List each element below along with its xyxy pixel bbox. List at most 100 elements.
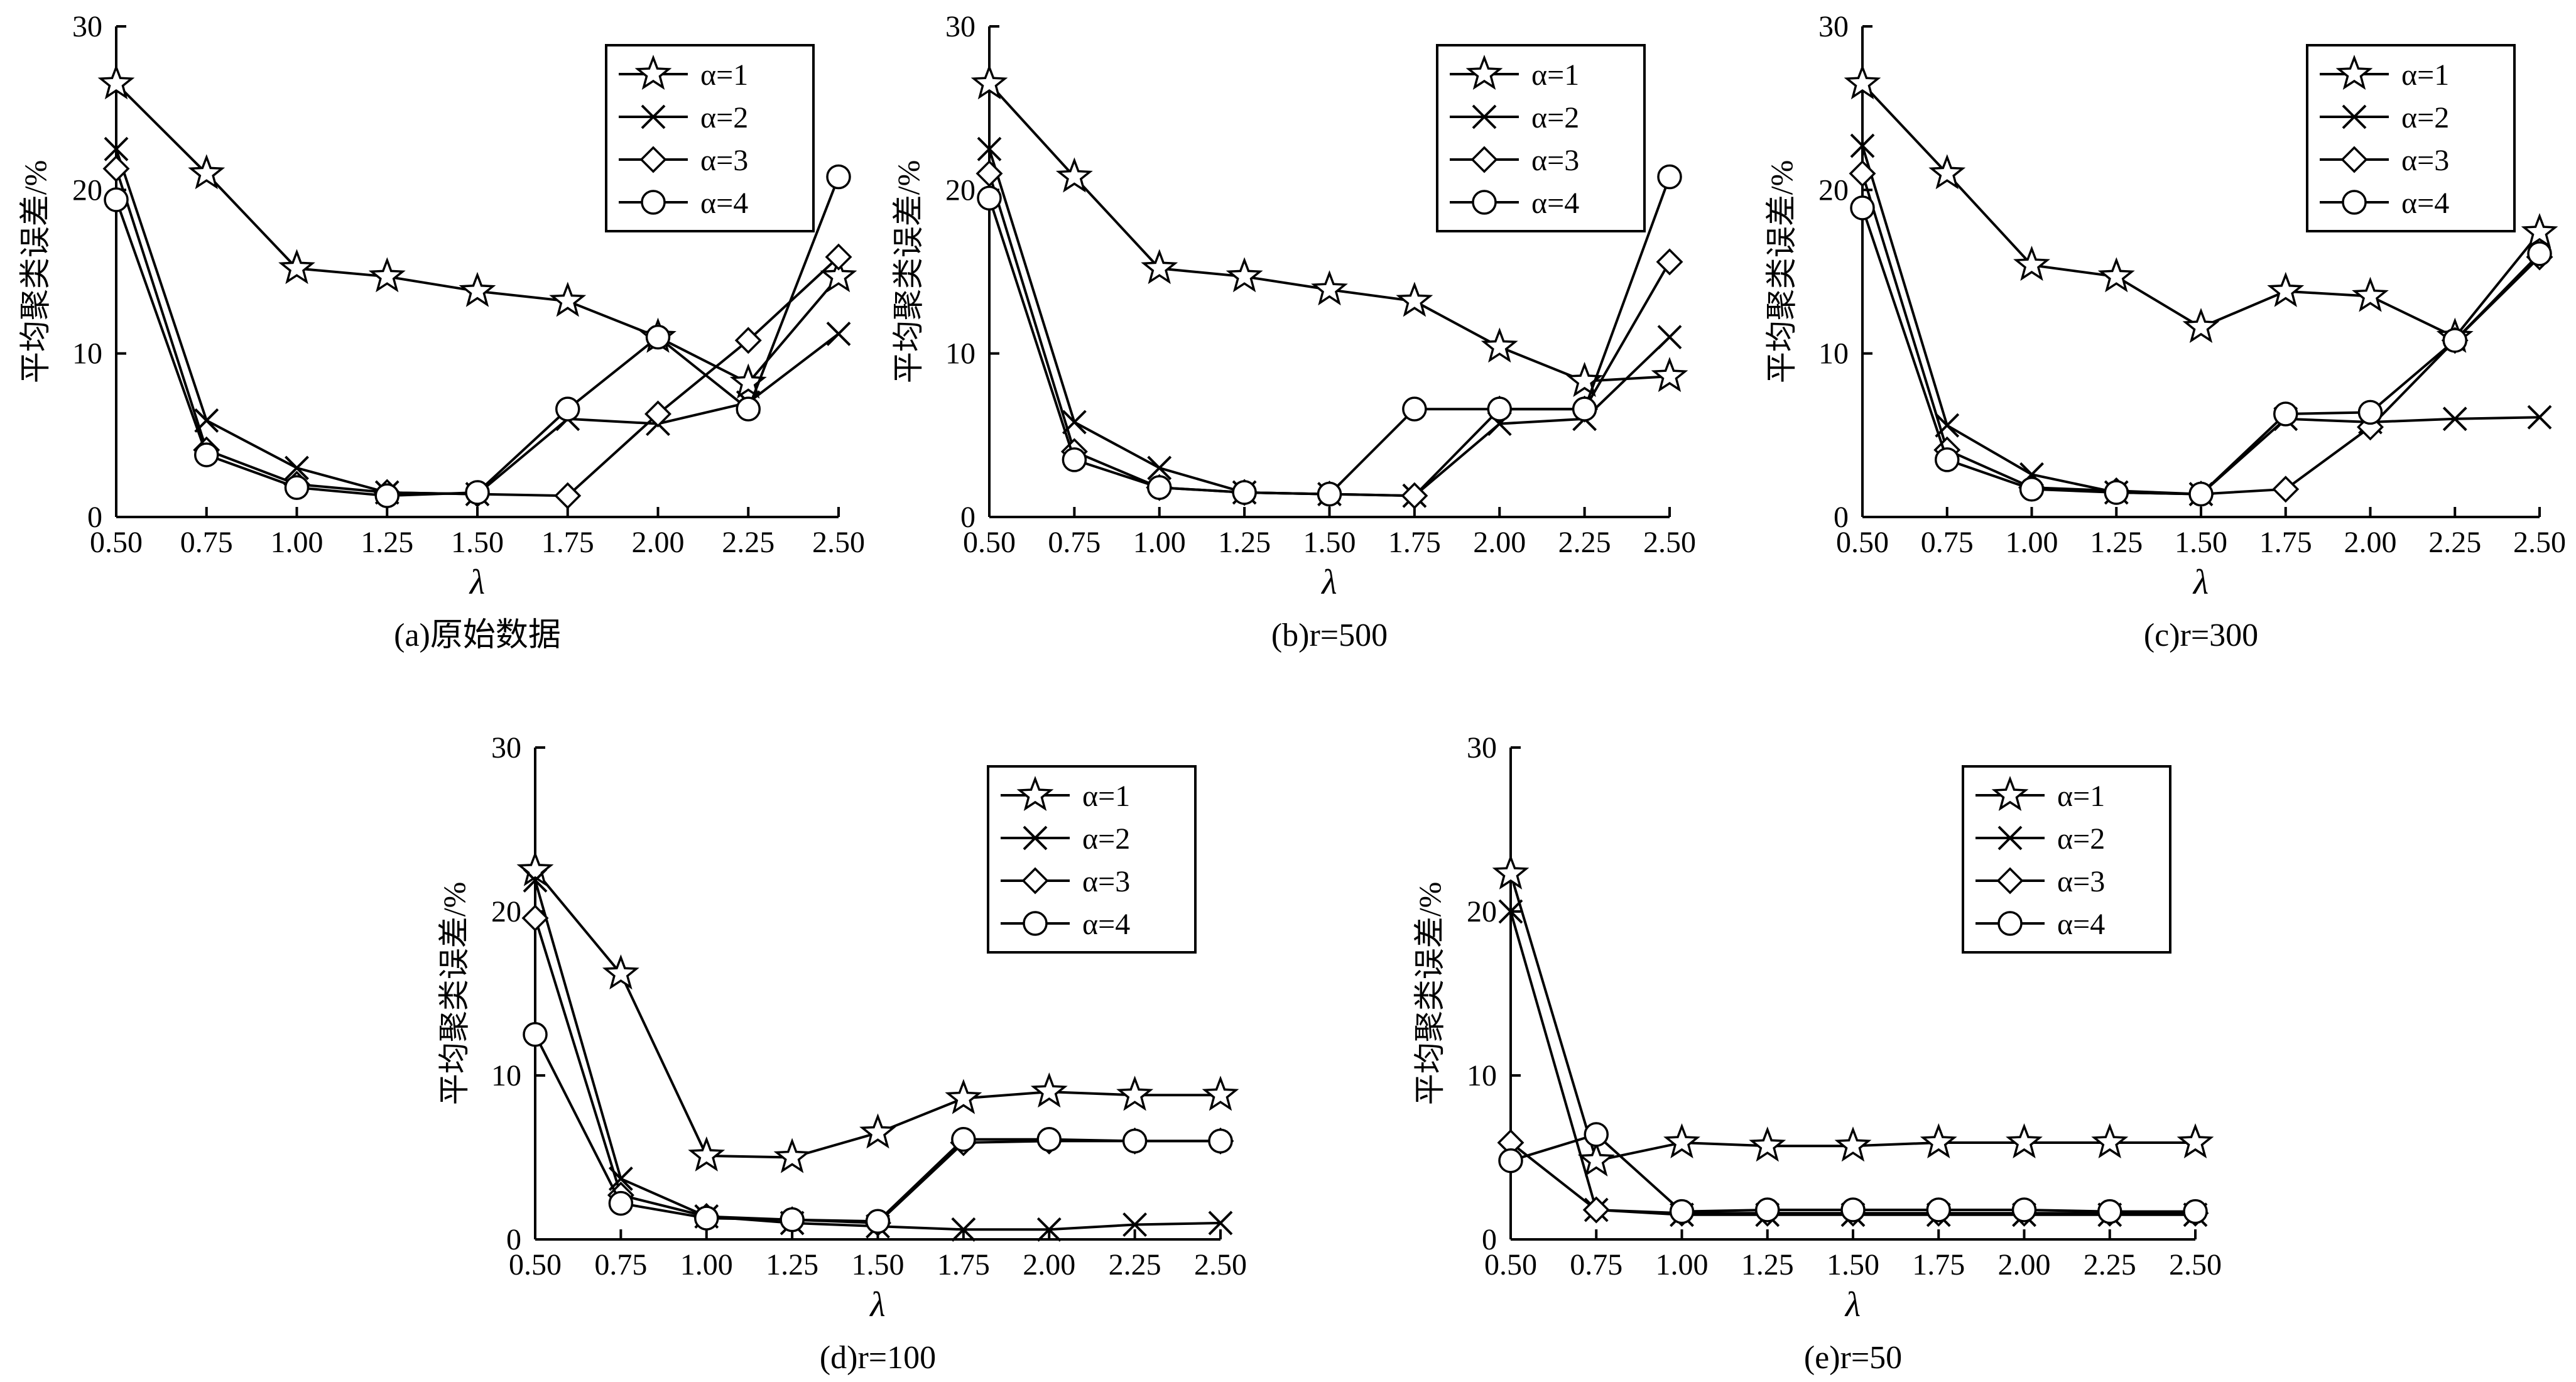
panel-caption: (d)r=100 <box>820 1340 936 1376</box>
y-tick-label: 10 <box>72 337 102 371</box>
data-point-x <box>951 1217 976 1242</box>
data-point-star <box>1577 1141 1615 1177</box>
data-point-x <box>523 868 548 893</box>
data-point-x <box>1036 1217 1062 1242</box>
x-tick-label: 0.50 <box>1484 1248 1537 1281</box>
data-point-star <box>2182 308 2220 343</box>
series-4 <box>523 1022 1233 1234</box>
data-point-diamond <box>976 160 1003 187</box>
y-tick-label: 0 <box>506 1223 521 1256</box>
data-point-circle <box>608 1190 634 1216</box>
y-tick-label: 30 <box>945 10 976 43</box>
data-point-circle <box>555 396 580 422</box>
legend-label: α=1 <box>2401 58 2449 92</box>
data-point-star <box>2097 257 2135 293</box>
data-point-star <box>2267 271 2305 307</box>
y-tick-label: 20 <box>945 173 976 207</box>
data-point-circle <box>2183 1199 2208 1224</box>
legend-marker-diamond <box>639 146 667 173</box>
legend-marker-x <box>1997 825 2023 851</box>
data-point-diamond <box>734 327 762 354</box>
y-tick-label: 10 <box>945 337 976 371</box>
data-point-circle <box>1840 1197 1866 1222</box>
data-point-star <box>970 64 1008 100</box>
legend-box <box>2306 44 2516 232</box>
legend-marker-diamond <box>1021 867 1049 895</box>
data-point-circle <box>2011 1197 2037 1222</box>
y-tick-label: 0 <box>87 501 102 534</box>
x-axis-label: λ <box>869 1285 885 1324</box>
legend-label: α=4 <box>1082 908 1130 941</box>
legend-label: α=2 <box>700 101 748 134</box>
x-tick-label: 0.50 <box>90 526 143 559</box>
x-tick-label: 0.75 <box>1921 526 1974 559</box>
data-point-star <box>278 249 315 285</box>
x-tick-label: 2.25 <box>2084 1248 2136 1281</box>
legend-marker-x <box>2342 104 2367 129</box>
data-point-star <box>549 281 587 317</box>
y-tick-label: 10 <box>491 1059 521 1092</box>
x-tick-label: 1.75 <box>541 526 594 559</box>
data-point-x <box>2527 405 2552 430</box>
legend-marker-x <box>1023 825 1048 851</box>
legend-box <box>605 44 815 232</box>
x-tick-label: 2.00 <box>1023 1248 1075 1281</box>
data-point-star <box>820 257 857 293</box>
data-point-circle <box>1147 475 1172 500</box>
legend-marker-circle <box>1023 911 1048 936</box>
x-tick-label: 1.00 <box>680 1248 733 1281</box>
data-point-circle <box>2357 400 2383 425</box>
data-point-star <box>2091 1123 2129 1159</box>
legend-marker-star <box>1016 776 1054 811</box>
data-point-circle <box>1232 480 1257 505</box>
x-tick-label: 1.50 <box>852 1248 905 1281</box>
chart-panel-5: 0.50 0.75 1.00 1.25 1.50 1.75 2.00 2.25 2.50 0 10 2… <box>1412 731 2222 1376</box>
data-point-circle <box>1062 447 1087 472</box>
x-axis-label: λ <box>469 563 485 602</box>
data-point-circle <box>2273 401 2298 427</box>
legend-marker-diamond <box>1996 867 2024 895</box>
x-tick-label: 2.25 <box>1109 1248 1161 1281</box>
data-point-circle <box>284 475 310 500</box>
legend-label: α=4 <box>700 187 748 220</box>
legend-label: α=2 <box>2401 101 2449 134</box>
x-axis-label: λ <box>2192 563 2209 602</box>
series-1 <box>1492 854 2214 1177</box>
x-tick-label: 1.25 <box>766 1248 818 1281</box>
data-point-circle <box>826 164 851 190</box>
x-tick-label: 1.75 <box>1388 526 1441 559</box>
legend: α=1 α=2 α=3 α=4 <box>1436 44 1646 232</box>
data-point-star <box>516 851 554 886</box>
series-line <box>1861 207 2541 496</box>
data-point-star <box>2013 246 2050 281</box>
data-point-star <box>602 954 639 990</box>
x-tick-label: 1.25 <box>1741 1248 1794 1281</box>
legend-label: α=3 <box>2057 865 2105 898</box>
data-point-x <box>1935 413 1960 438</box>
legend-marker-circle <box>1997 911 2023 936</box>
y-tick-label: 20 <box>72 173 102 207</box>
legend-marker-circle <box>2342 190 2367 215</box>
x-tick-label: 1.50 <box>451 526 504 559</box>
x-tick-label: 0.75 <box>594 1248 647 1281</box>
data-point-circle <box>1657 164 1682 190</box>
data-point-diamond <box>521 904 549 932</box>
data-point-star <box>1116 1075 1154 1111</box>
legend-label: α=1 <box>1082 780 1130 813</box>
chart-panel-3: 0.50 0.75 1.00 1.25 1.50 1.75 2.00 2.25 2.50 0 10 2… <box>1764 10 2566 653</box>
data-point-star <box>1492 854 1530 890</box>
data-point-circle <box>374 483 399 508</box>
data-point-star <box>1651 357 1688 393</box>
legend-marker-star <box>2335 55 2373 90</box>
y-tick-label: 20 <box>1467 895 1497 928</box>
data-point-star <box>2177 1123 2214 1158</box>
data-point-star <box>773 1138 811 1173</box>
series-line <box>534 917 1220 1224</box>
legend-marker-circle <box>641 190 666 215</box>
legend: α=1 α=2 α=3 α=4 <box>2306 44 2516 232</box>
y-tick-label: 30 <box>1467 731 1497 764</box>
panel-caption: (a)原始数据 <box>394 618 561 653</box>
x-tick-label: 2.50 <box>812 526 865 559</box>
data-point-diamond <box>1401 482 1428 509</box>
data-point-diamond <box>1656 248 1683 276</box>
